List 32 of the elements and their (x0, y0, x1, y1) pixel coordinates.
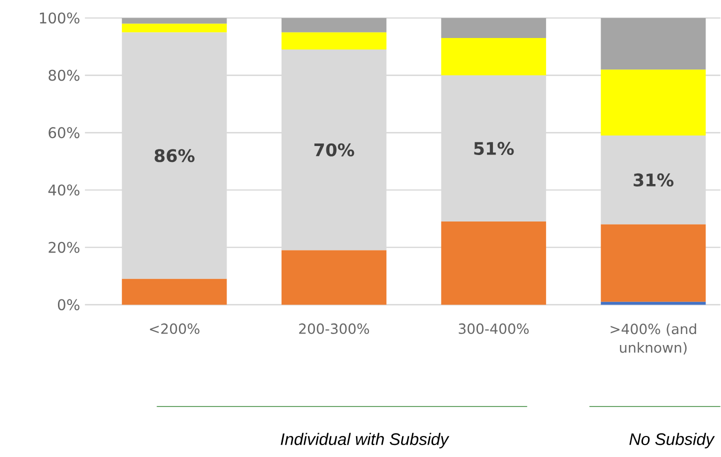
y-tick-label: 20% (48, 242, 80, 254)
bar (282, 32, 386, 50)
x-tick-label: >400% (and unknown) (610, 324, 696, 355)
bar (441, 76, 546, 222)
y-tick-label: 40% (48, 184, 80, 196)
bar (441, 38, 546, 76)
bar (122, 18, 227, 24)
x-tick-label: <200% (150, 324, 200, 334)
bar (441, 222, 546, 305)
bar (600, 136, 706, 225)
bar (282, 50, 386, 250)
data-label: 31% (634, 174, 674, 187)
y-tick-label: 0% (58, 299, 80, 310)
x-tick-label: 200-300% (299, 324, 370, 334)
bar (600, 224, 706, 302)
data-label: 70% (314, 144, 354, 157)
bar (122, 24, 227, 33)
data-label: 86% (154, 149, 195, 162)
data-label: 51% (474, 142, 514, 156)
text: No Subsidy (629, 433, 715, 449)
bar (282, 250, 386, 305)
text: Individual with Subsidy (280, 433, 450, 449)
y-tick-label: 60% (48, 127, 80, 138)
bar (600, 70, 706, 136)
bar (600, 18, 706, 70)
bar (282, 18, 386, 33)
y-tick-label: 100% (40, 12, 80, 24)
x-tick-label: 300-400% (458, 324, 529, 334)
y-tick-label: 80% (48, 70, 80, 82)
bar (122, 32, 227, 280)
bar (441, 18, 546, 38)
bar (122, 279, 227, 305)
